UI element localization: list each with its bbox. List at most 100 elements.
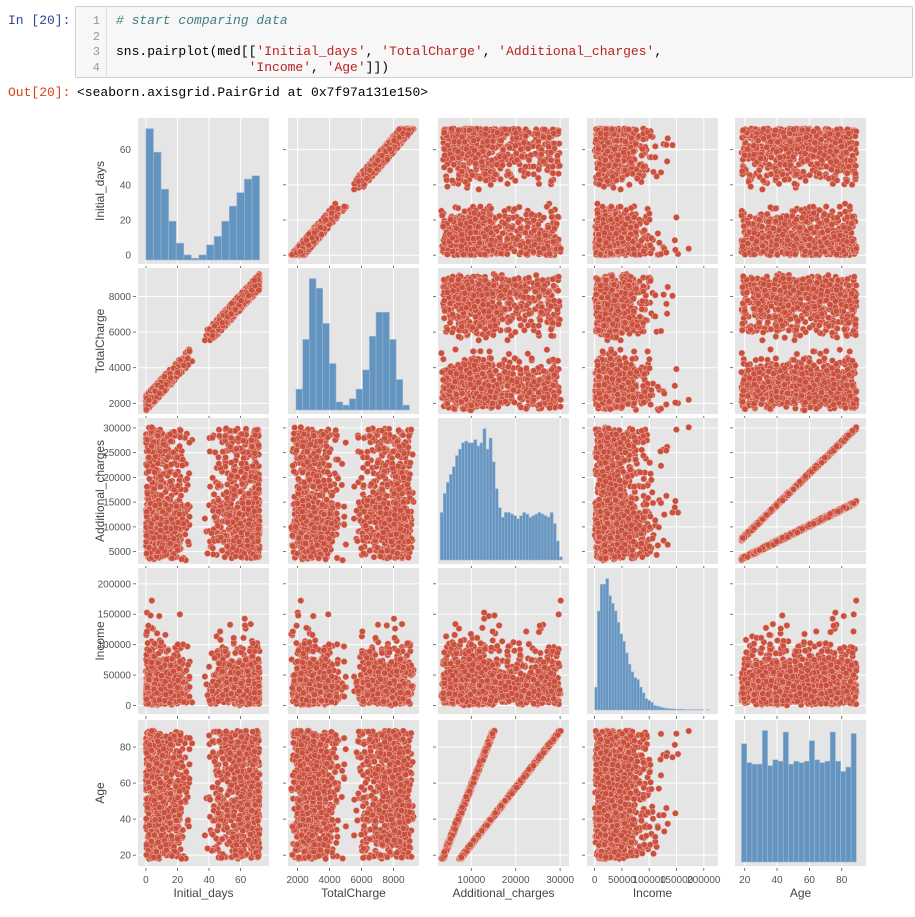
- scatter-point: [671, 236, 679, 244]
- scatter-point: [504, 216, 512, 223]
- panel-Initial_days-vs-Additional_charges: [433, 118, 569, 269]
- scatter-point: [557, 245, 565, 253]
- scatter-point: [328, 209, 336, 217]
- scatter-point: [479, 214, 486, 222]
- scatter-point: [550, 130, 558, 137]
- scatter-point: [482, 177, 490, 184]
- histogram-bar: [175, 242, 185, 261]
- y-tick-label: 40: [120, 180, 132, 191]
- scatter-point: [469, 171, 476, 179]
- histogram-bar: [251, 175, 260, 261]
- code-token-plain: ,: [311, 60, 327, 75]
- scatter-point: [595, 180, 603, 188]
- code-line: sns.pairplot(med[['Initial_days', 'Total…: [116, 44, 662, 59]
- scatter-point: [651, 143, 659, 150]
- output-text: <seaborn.axisgrid.PairGrid at 0x7f97a131…: [77, 85, 428, 100]
- scatter-point: [549, 163, 557, 171]
- scatter-point: [594, 200, 601, 208]
- scatter-point: [404, 130, 412, 138]
- histogram-bar: [236, 192, 245, 261]
- scatter-point: [491, 170, 499, 178]
- code-token-plain: ,: [654, 44, 662, 59]
- scatter-point: [540, 245, 548, 253]
- scatter-point: [441, 151, 449, 159]
- scatter-point: [525, 156, 533, 164]
- scatter-point: [516, 242, 524, 249]
- scatter-point: [462, 145, 470, 153]
- scatter-point: [474, 223, 482, 231]
- scatter-point: [655, 239, 663, 247]
- scatter-point: [657, 169, 665, 176]
- code-line: # start comparing data: [116, 13, 288, 28]
- scatter-point: [620, 149, 628, 156]
- scatter-point: [540, 214, 548, 222]
- scatter-point: [476, 175, 484, 182]
- scatter-point: [448, 125, 455, 133]
- histogram-bar: [206, 244, 215, 261]
- scatter-point: [444, 183, 451, 190]
- scatter-point: [633, 175, 641, 182]
- scatter-point: [646, 216, 653, 224]
- scatter-point: [334, 205, 342, 212]
- scatter-point: [595, 171, 602, 179]
- scatter-point: [440, 164, 448, 171]
- scatter-point: [308, 234, 316, 242]
- scatter-point: [622, 138, 629, 146]
- scatter-point: [366, 166, 374, 174]
- scatter-point: [554, 152, 561, 159]
- scatter-point: [457, 220, 464, 228]
- scatter-point: [648, 234, 655, 242]
- scatter-point: [544, 224, 552, 231]
- scatter-point: [639, 163, 647, 171]
- scatter-point: [614, 151, 622, 159]
- scatter-point: [350, 186, 358, 193]
- scatter-point: [515, 203, 523, 211]
- scatter-point: [446, 166, 454, 174]
- scatter-point: [470, 137, 478, 144]
- scatter-point: [638, 145, 646, 153]
- scatter-point: [390, 137, 398, 144]
- output-prompt: Out[20]:: [8, 85, 70, 100]
- scatter-point: [466, 224, 473, 231]
- scatter-point: [618, 234, 625, 242]
- scatter-point: [503, 250, 511, 258]
- input-prompt: In [20]:: [8, 13, 70, 28]
- code-token-str: 'Income': [249, 60, 311, 75]
- scatter-point: [493, 161, 501, 169]
- scatter-point: [640, 247, 648, 255]
- scatter-point: [448, 234, 456, 242]
- scatter-point: [497, 175, 504, 183]
- histogram-bar: [168, 220, 177, 261]
- scatter-point: [449, 248, 456, 256]
- scatter-point: [495, 212, 503, 220]
- scatter-point: [594, 209, 602, 217]
- scatter-point: [627, 158, 635, 166]
- scatter-point: [499, 161, 506, 169]
- scatter-point: [604, 147, 611, 155]
- scatter-point: [600, 166, 608, 173]
- scatter-point: [493, 129, 501, 137]
- scatter-point: [524, 223, 531, 231]
- scatter-point: [522, 132, 530, 140]
- scatter-point: [438, 212, 446, 219]
- scatter-point: [535, 166, 543, 173]
- scatter-point: [595, 231, 603, 238]
- line-number: 2: [93, 30, 100, 44]
- scatter-point: [501, 153, 509, 161]
- histogram-bar: [228, 205, 238, 261]
- scatter-point: [601, 229, 608, 237]
- scatter-point: [518, 153, 526, 160]
- y-axis-label: Initial_days: [93, 161, 107, 221]
- scatter-point: [602, 239, 610, 247]
- histogram-bar: [244, 178, 253, 261]
- scatter-point: [472, 160, 479, 168]
- scatter-point: [534, 174, 542, 182]
- scatter-point: [597, 130, 604, 137]
- scatter-point: [496, 234, 503, 242]
- scatter-point: [471, 215, 479, 223]
- scatter-point: [511, 247, 518, 255]
- scatter-point: [363, 175, 371, 182]
- scatter-point: [596, 250, 604, 258]
